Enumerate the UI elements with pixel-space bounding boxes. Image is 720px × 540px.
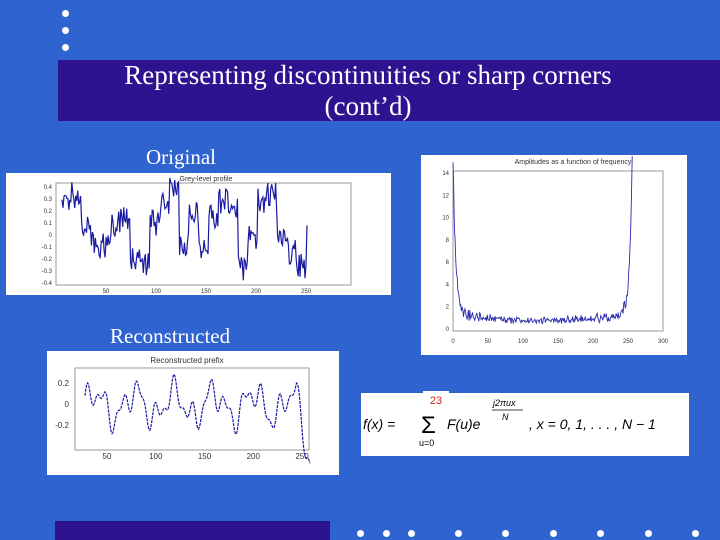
reconstructed-chart-frame xyxy=(74,367,310,451)
formula-panel: f(x) = Σ u=0 F(u)e j2πux N , x = 0, 1, .… xyxy=(361,393,689,456)
footer-dot xyxy=(597,530,604,537)
original-chart: Grey-level profile 0.4 0.3 0.2 0.1 0 -0.1 -0.2… xyxy=(42,176,352,295)
amplitude-y-tick-label: 14 xyxy=(442,171,449,177)
label-reconstructed: Reconstructed xyxy=(110,324,231,348)
bottom-band xyxy=(55,521,330,540)
formula-term: F(u)e xyxy=(447,416,481,432)
original-signal-line xyxy=(61,177,308,281)
bullet-dot xyxy=(62,44,69,51)
footer-dot xyxy=(692,530,699,537)
amplitude-y-tick-label: 6 xyxy=(446,260,450,266)
original-y-tick-label: -0.4 xyxy=(42,281,53,287)
amplitude-chart-frame xyxy=(452,170,664,332)
reconstructed-signal-line xyxy=(84,373,311,464)
amplitude-x-tick-label: 300 xyxy=(658,339,669,345)
reconstructed-chart: Reconstructed prefix 0.2 0 -0.2 50 100 150 20… xyxy=(55,356,311,464)
original-chart-frame xyxy=(55,182,352,286)
original-y-tick-label: -0.3 xyxy=(42,269,53,275)
amplitude-x-tick-label: 200 xyxy=(588,339,599,345)
amplitude-x-tick-label: 0 xyxy=(451,339,455,345)
reconstructed-x-tick-label: 250 xyxy=(295,452,309,461)
original-x-tick-label: 100 xyxy=(151,289,162,295)
amplitude-y-tick-label: 12 xyxy=(442,193,449,199)
formula-exponent-den: N xyxy=(502,412,509,422)
reconstructed-x-tick-label: 50 xyxy=(103,452,112,461)
original-y-tick-label: 0.4 xyxy=(44,185,53,191)
slide-title: Representing discontinuities or sharp co… xyxy=(58,60,678,122)
original-x-tick-label: 50 xyxy=(103,289,110,295)
reconstructed-y-tick-label: 0.2 xyxy=(58,379,70,388)
reconstructed-chart-title: Reconstructed prefix xyxy=(150,356,223,365)
amplitude-chart-panel: Amplitudes as a function of frequency 14… xyxy=(421,155,687,355)
amplitude-y-tick-label: 0 xyxy=(446,327,450,333)
footer-dot xyxy=(408,530,415,537)
reconstructed-y-tick-label: 0 xyxy=(65,400,70,409)
original-x-tick-label: 200 xyxy=(251,289,262,295)
original-y-tick-label: 0.1 xyxy=(44,221,53,227)
amplitude-y-tick-label: 10 xyxy=(442,216,449,222)
amplitude-chart: Amplitudes as a function of frequency 14… xyxy=(442,156,669,345)
footer-dot xyxy=(357,530,364,537)
footer-dot xyxy=(502,530,509,537)
amplitude-x-tick-label: 50 xyxy=(485,339,492,345)
amplitude-x-tick-label: 150 xyxy=(553,339,564,345)
formula: f(x) = Σ u=0 F(u)e j2πux N , x = 0, 1, .… xyxy=(363,398,656,448)
reconstructed-chart-panel: Reconstructed prefix 0.2 0 -0.2 50 100 150 20… xyxy=(47,351,339,475)
footer-dot xyxy=(383,530,390,537)
original-y-tick-label: -0.1 xyxy=(42,245,53,251)
slide-title-line1: Representing discontinuities or sharp co… xyxy=(124,60,612,90)
footer-dot xyxy=(645,530,652,537)
original-chart-title: Grey-level profile xyxy=(180,176,233,183)
original-x-tick-label: 250 xyxy=(301,289,312,295)
amplitude-x-tick-label: 250 xyxy=(623,339,634,345)
amplitude-x-tick-label: 100 xyxy=(518,339,529,345)
amplitude-y-tick-label: 8 xyxy=(446,238,450,244)
original-y-tick-label: 0 xyxy=(49,233,53,239)
slide-number: 23 xyxy=(423,391,449,411)
reconstructed-x-tick-label: 100 xyxy=(149,452,163,461)
reconstructed-x-tick-label: 200 xyxy=(247,452,261,461)
original-x-tick-label: 150 xyxy=(201,289,212,295)
formula-exponent-num: j2πux xyxy=(492,398,516,408)
slide-title-line2: (cont’d) xyxy=(324,91,412,121)
formula-lhs: f(x) = xyxy=(363,416,395,432)
formula-rhs: , x = 0, 1, . . . , N − 1 xyxy=(529,416,656,432)
footer-dot xyxy=(455,530,462,537)
original-chart-panel: Grey-level profile 0.4 0.3 0.2 0.1 0 -0.1 -0.2… xyxy=(6,173,391,295)
original-y-tick-label: 0.2 xyxy=(44,209,53,215)
amplitude-y-tick-label: 2 xyxy=(446,305,450,311)
reconstructed-y-tick-label: -0.2 xyxy=(55,421,69,430)
label-original: Original xyxy=(146,145,216,169)
title-band xyxy=(58,60,720,121)
amplitude-chart-title: Amplitudes as a function of frequency xyxy=(515,159,632,166)
formula-sigma: Σ xyxy=(421,412,436,439)
bullet-dot xyxy=(62,10,69,17)
original-y-tick-label: 0.3 xyxy=(44,197,53,203)
amplitude-y-tick-label: 4 xyxy=(446,282,450,288)
original-y-tick-label: -0.2 xyxy=(42,257,53,263)
amplitude-spectrum-line xyxy=(452,156,633,325)
bullet-dot xyxy=(62,27,69,34)
reconstructed-x-tick-label: 150 xyxy=(198,452,212,461)
formula-sum-bottom: u=0 xyxy=(419,438,434,448)
footer-dot xyxy=(550,530,557,537)
